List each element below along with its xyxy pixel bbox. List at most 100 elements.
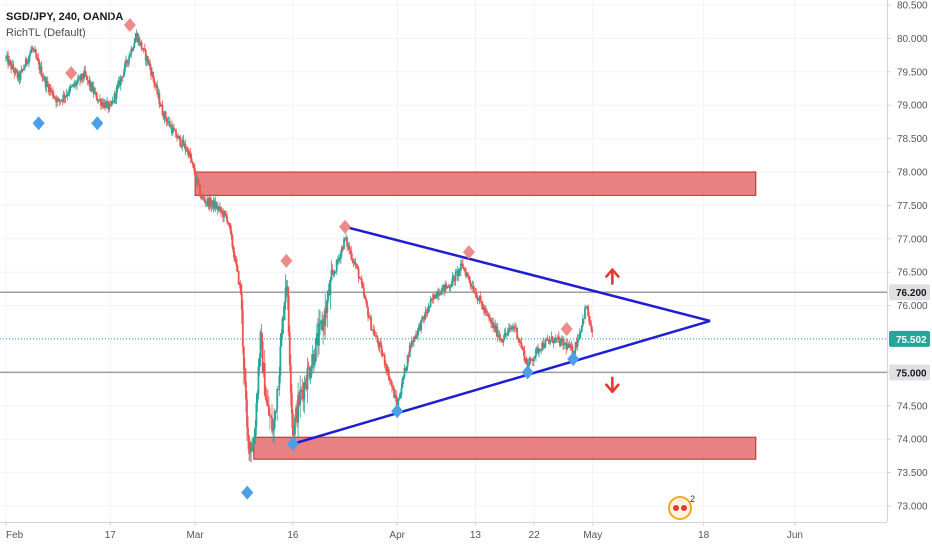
candle-body [189, 152, 192, 159]
candle-body [431, 298, 434, 300]
candle-body [481, 305, 484, 310]
candle-body [110, 103, 113, 105]
candle-body [7, 55, 9, 65]
candle-body [363, 295, 366, 299]
lower-trendline[interactable] [292, 319, 711, 446]
candle-body [179, 136, 182, 146]
candle-body [331, 269, 334, 275]
candle-body [470, 283, 473, 287]
candle-body [487, 313, 489, 317]
candle-body [51, 90, 53, 92]
current-price-tag [889, 330, 930, 347]
candle-body [467, 274, 470, 277]
swing-high-marker [339, 219, 352, 234]
candle-body [185, 149, 188, 152]
candle-body [259, 331, 262, 358]
candle-body [384, 364, 387, 367]
candle-body [559, 339, 561, 346]
candle-body [296, 407, 298, 423]
candle-body [433, 294, 436, 299]
candle-body [458, 269, 461, 271]
price-tick-label: 80.500 [897, 1, 928, 12]
candle-body [271, 417, 273, 432]
candle-body [420, 319, 423, 331]
candle-body [450, 285, 453, 287]
swing-low-marker [391, 404, 404, 419]
candle-body [100, 99, 102, 106]
candle-body [221, 211, 223, 213]
candle-body [307, 367, 310, 369]
resistance-zone[interactable] [194, 171, 757, 196]
upper-trendline[interactable] [344, 225, 711, 323]
candle-body [132, 47, 135, 51]
arrow-up-icon [605, 268, 620, 285]
candle-body [246, 399, 248, 428]
candle-body [234, 259, 237, 261]
candle-body [83, 70, 86, 79]
candle-body [113, 93, 116, 102]
swing-low-marker [521, 365, 534, 380]
candle-body [120, 76, 123, 78]
candles [5, 29, 594, 463]
candle-body [368, 316, 370, 319]
swing-low-marker [286, 436, 299, 451]
candle-body [479, 296, 482, 302]
candle-body [474, 292, 477, 294]
candle-body [529, 358, 532, 360]
candle-body [473, 291, 476, 293]
candle-body [471, 285, 474, 287]
candle-body [516, 327, 519, 339]
candle-body [460, 263, 463, 265]
candle-body [40, 66, 43, 77]
candle-body [15, 69, 18, 72]
candle-body [548, 340, 551, 343]
indicator-label: RichTL (Default) [6, 27, 86, 39]
candle-body [512, 326, 514, 329]
candle-body [124, 63, 126, 72]
candle-body [154, 83, 157, 86]
candle-body [158, 93, 161, 105]
candle-body [258, 357, 261, 367]
candle-body [404, 367, 407, 372]
candle-body [464, 268, 466, 272]
support-zone[interactable] [253, 436, 757, 460]
candle-body [285, 286, 288, 288]
candle-body [225, 213, 228, 217]
candle-body [150, 67, 152, 76]
candle-body [472, 285, 475, 292]
candle-body [109, 103, 112, 105]
candle-body [224, 211, 226, 214]
candle-body [544, 339, 547, 348]
level-price-tag [889, 364, 930, 381]
candle-body [43, 77, 46, 80]
candle-body [551, 336, 554, 343]
candle-body [80, 73, 83, 81]
candle-body [418, 324, 421, 329]
candle-body [126, 59, 128, 63]
candle-body [326, 299, 329, 313]
candle-body [506, 331, 509, 335]
candle-body [338, 258, 341, 260]
candle-body [37, 58, 40, 62]
candle-body [97, 99, 100, 102]
candle-body [335, 260, 338, 272]
candle-body [333, 272, 336, 274]
candle-body [64, 96, 67, 99]
candle-body [456, 271, 459, 276]
events-badge-icon[interactable]: 2 [668, 494, 695, 520]
candle-body [425, 311, 428, 314]
candle-body [48, 87, 51, 93]
candle-body [280, 333, 283, 347]
candle-body [496, 326, 499, 338]
candle-body [332, 273, 335, 275]
candle-body [408, 345, 411, 358]
candle-body [81, 73, 84, 79]
candle-body [261, 341, 264, 374]
candle-body [430, 298, 433, 301]
swing-high-marker [65, 66, 78, 81]
candle-body [429, 300, 432, 307]
candle-body [89, 82, 92, 87]
candle-body [273, 419, 276, 430]
candle-body [157, 93, 160, 95]
